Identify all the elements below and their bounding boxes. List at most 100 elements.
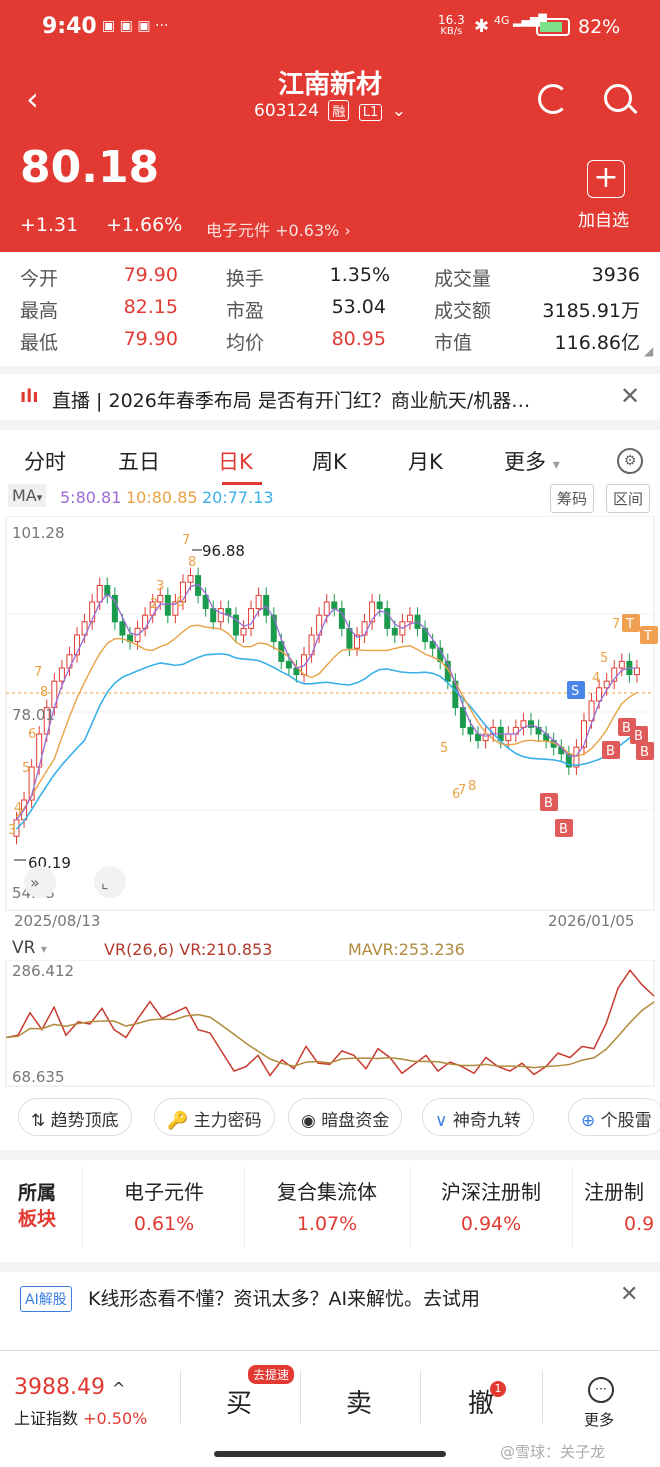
more-label[interactable]: 更多 xyxy=(584,1411,615,1429)
svg-text:8: 8 xyxy=(468,779,476,794)
divider xyxy=(542,1371,543,1423)
sector-item[interactable]: 复合集流体 1.07% xyxy=(277,1180,377,1235)
candle xyxy=(588,700,595,722)
live-news-banner[interactable]: ılı 直播 | 2026年春季布局 是否有开门红？商业航天/机器… ✕ xyxy=(0,366,660,418)
cancel-order-button[interactable]: 撤 xyxy=(468,1389,495,1419)
tab-more[interactable]: 更多 ▾ xyxy=(504,450,560,474)
candle xyxy=(255,594,262,610)
candle xyxy=(369,601,376,623)
sell-button[interactable]: 卖 xyxy=(346,1389,373,1419)
settings-icon[interactable]: ⚙ xyxy=(617,448,643,474)
stock-header: 9:40 ▣ ▣ ▣ ··· 16.3 KB/s ✱ 4G ▂▄▆█ 82% ‹ … xyxy=(0,0,660,252)
svg-text:2: 2 xyxy=(150,597,158,612)
chart-control-icons[interactable]: » ⌞ xyxy=(24,866,126,898)
quote-stats: 今开 79.90 换手 1.35% 成交量 3936 最高 82.15 市盈 5… xyxy=(0,252,660,364)
tab-five-day[interactable]: 五日 xyxy=(118,450,160,474)
ma10-value: 10:80.85 xyxy=(126,488,198,507)
candle xyxy=(459,707,466,728)
svg-text:5: 5 xyxy=(440,741,448,756)
close-icon[interactable]: ✕ xyxy=(620,1282,639,1307)
candle xyxy=(111,594,118,623)
notification-icons: ▣ ▣ ▣ ··· xyxy=(102,18,169,34)
svg-text:3: 3 xyxy=(156,579,164,594)
stat-label: 最高 xyxy=(20,300,59,322)
vr-y-bottom: 68.635 xyxy=(12,1068,65,1086)
candle xyxy=(58,667,65,682)
high-price-label: 96.88 xyxy=(202,542,245,560)
close-icon[interactable]: ✕ xyxy=(620,382,641,410)
news-text: 直播 | 2026年春季布局 是否有开门红？商业航天/机器… xyxy=(52,390,531,412)
svg-text:⌞: ⌞ xyxy=(101,873,109,892)
date-start: 2025/08/13 xyxy=(14,912,100,930)
vr-selector[interactable]: VR ▾ xyxy=(12,938,47,958)
candle xyxy=(119,621,126,636)
candle xyxy=(202,594,209,610)
stat-label: 均价 xyxy=(226,332,265,354)
tab-monthly-k[interactable]: 月K xyxy=(408,450,443,474)
stat-label: 市盈 xyxy=(226,300,265,322)
battery-level: 82% xyxy=(578,16,621,38)
speedup-badge: 去提速 xyxy=(248,1365,295,1384)
tab-timeshare[interactable]: 分时 xyxy=(24,450,66,474)
svg-text:7: 7 xyxy=(612,617,620,632)
svg-text:6: 6 xyxy=(28,727,36,742)
divider xyxy=(410,1166,411,1248)
stat-label: 成交量 xyxy=(434,268,492,290)
candle xyxy=(179,581,186,603)
tab-daily-k[interactable]: 日K xyxy=(218,450,253,474)
candle xyxy=(603,680,610,689)
stock-radar-tool-button[interactable]: ⊕ 个股雷 xyxy=(568,1098,660,1136)
candle xyxy=(467,726,474,735)
chips-button[interactable]: 筹码 xyxy=(550,484,595,513)
main-code-tool-button[interactable]: 🔑 主力密码 xyxy=(154,1098,275,1136)
chevron-down-icon[interactable]: ⌄ xyxy=(391,101,406,121)
add-watchlist-icon[interactable]: + xyxy=(587,160,625,198)
status-time: 9:40 xyxy=(42,14,97,39)
stat-value: 79.90 xyxy=(123,264,178,286)
more-icon[interactable]: ··· xyxy=(588,1377,614,1403)
svg-text:4: 4 xyxy=(14,801,22,816)
candle xyxy=(353,634,360,649)
candle xyxy=(66,654,73,669)
dark-pool-tool-button[interactable]: ◉ 暗盘资金 xyxy=(288,1098,403,1136)
candle xyxy=(187,575,194,583)
trend-tool-button[interactable]: ⇅ 趋势顶底 xyxy=(18,1098,132,1136)
candle xyxy=(270,614,277,643)
net-speed: 16.3 KB/s xyxy=(438,13,465,37)
stat-label: 成交额 xyxy=(434,300,492,322)
sector-item[interactable]: 电子元件 0.61% xyxy=(124,1180,204,1235)
nine-turn-tool-button[interactable]: ∨ 神奇九转 xyxy=(422,1098,534,1136)
sector-item[interactable]: 沪深注册制 0.94% xyxy=(441,1180,541,1235)
index-value[interactable]: 3988.49 ^ xyxy=(14,1375,126,1400)
candle xyxy=(28,766,35,801)
expand-corner-icon[interactable]: ◢ xyxy=(644,344,654,358)
back-icon[interactable]: ‹ xyxy=(26,80,39,118)
stat-label: 市值 xyxy=(434,332,473,354)
stock-code-line[interactable]: 603124 融 L1 ⌄ xyxy=(0,100,660,121)
vr-y-top: 286.412 xyxy=(12,962,74,980)
cancel-count-badge: 1 xyxy=(490,1381,506,1397)
vr-chart[interactable]: 286.412 68.635 xyxy=(0,960,660,1088)
candle xyxy=(81,621,88,636)
kline-chart[interactable]: 101.28 78.01 54.73 96.88 60.19 B B B B B… xyxy=(0,516,660,934)
candle xyxy=(89,601,96,623)
tab-weekly-k[interactable]: 周K xyxy=(312,450,347,474)
stock-name: 江南新材 xyxy=(277,70,382,100)
buy-button[interactable]: 买 xyxy=(226,1389,253,1419)
svg-text:»: » xyxy=(30,873,40,892)
candle xyxy=(505,733,512,742)
candle xyxy=(633,667,640,676)
search-icon[interactable] xyxy=(604,84,632,112)
svg-text:3: 3 xyxy=(8,823,16,838)
range-button[interactable]: 区间 xyxy=(606,484,651,513)
ai-analysis-banner[interactable]: AI解股 K线形态看不懂？资讯太多？AI来解忧。去试用 ✕ xyxy=(0,1262,660,1326)
candle xyxy=(210,608,217,623)
battery-icon xyxy=(536,18,570,36)
y-axis-mid: 78.01 xyxy=(12,706,55,724)
refresh-icon[interactable] xyxy=(538,84,568,114)
sector-link[interactable]: 电子元件 +0.63% › xyxy=(206,221,351,240)
sector-item[interactable]: 注册制 0.9 xyxy=(584,1180,655,1235)
ma-selector[interactable]: MA▾ xyxy=(8,484,47,507)
add-watchlist-label[interactable]: 加自选 xyxy=(578,211,629,231)
candle xyxy=(384,608,391,629)
